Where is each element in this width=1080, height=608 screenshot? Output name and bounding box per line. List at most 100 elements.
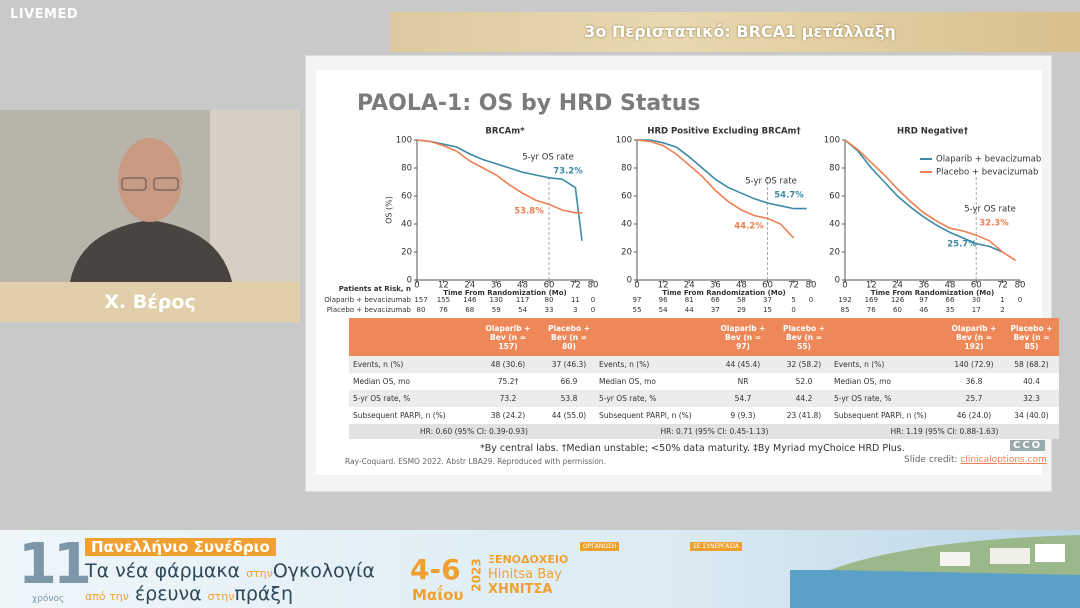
at-risk-count: 15 [763, 306, 772, 314]
x-tick-label: 72 [570, 281, 581, 291]
annotation: 44.2% [734, 222, 764, 232]
x-tick-label: 12 [658, 281, 669, 291]
slogan: από την [85, 590, 129, 603]
x-tick-label: 60 [971, 281, 982, 291]
x-tick-label: 48 [517, 281, 528, 291]
at-risk-count: 35 [946, 306, 955, 314]
chart-title: HRD Negative† [897, 127, 968, 137]
x-tick-label: 72 [788, 281, 799, 291]
x-tick-label: 36 [918, 281, 929, 291]
at-risk-count: 55 [633, 306, 642, 314]
at-risk-count: 146 [463, 296, 477, 304]
header-cell [349, 318, 477, 356]
at-risk-count: 46 [919, 306, 928, 314]
edition: 11 [18, 532, 92, 597]
app-logo: LIVEMED [10, 7, 79, 22]
table-cell: 44.2 [795, 394, 813, 403]
x-tick-label: 80 [588, 281, 599, 291]
x-tick-label: 60 [544, 281, 555, 291]
results-table: Olaparib + Bev (n = 157) Placebo + Bev (n… [349, 318, 599, 439]
y-tick-label: 60 [401, 192, 412, 202]
at-risk-count: 58 [737, 296, 746, 304]
table-cell: 73.2 [499, 394, 517, 403]
legend-label: Placebo + bevacizumab [936, 168, 1038, 178]
survival-curve [637, 139, 807, 210]
glasses [153, 177, 179, 191]
table-cell: Subsequent PARPi, n (%) [834, 411, 927, 420]
table-cell: 58 (68.2) [1014, 360, 1049, 369]
slogan: στην [246, 567, 273, 580]
table-row: Events, n (%) 140 (72.9) 58 (68.2) [830, 356, 1059, 373]
y-tick-label: 40 [401, 220, 412, 230]
table-row: 5-yr OS rate, % 54.7 44.2 [595, 390, 834, 407]
header-row: Olaparib + Bev (n = 192) Placebo + Bev (n… [830, 318, 1059, 356]
dates: 4-6 [410, 553, 461, 586]
building [940, 552, 970, 566]
at-risk-count: 96 [659, 296, 668, 304]
header-cell [830, 318, 944, 356]
x-axis-label: Time From Randomization (Mo) [662, 289, 786, 297]
x-axis-label: Time From Randomization (Mo) [443, 289, 567, 297]
y-tick-label: 80 [621, 164, 632, 174]
y-tick-label: 40 [621, 220, 632, 230]
table-row: Subsequent PARPi, n (%) 38 (24.2) 44 (55.0… [349, 407, 599, 424]
at-risk-count: 66 [946, 296, 955, 304]
at-risk-count: 11 [571, 296, 580, 304]
at-risk-count: 2 [1000, 306, 1004, 314]
y-tick-label: 100 [396, 136, 412, 146]
at-risk-count: 117 [516, 296, 529, 304]
credit-link[interactable]: clinicaloptions.com [960, 455, 1047, 465]
x-tick-label: 36 [710, 281, 721, 291]
x-tick-label: 24 [684, 281, 695, 291]
table-cell: Median OS, mo [834, 377, 891, 386]
x-tick-label: 24 [892, 281, 903, 291]
at-risk-count: 60 [893, 306, 902, 314]
table-row: Subsequent PARPi, n (%) 46 (24.0) 34 (40.0… [830, 407, 1059, 424]
table-cell: 5-yr OS rate, % [834, 394, 892, 403]
at-risk-count: 17 [972, 306, 981, 314]
results-table: Olaparib + Bev (n = 192) Placebo + Bev (n… [830, 318, 1059, 439]
y-tick-label: 100 [824, 136, 840, 146]
shirt [70, 220, 232, 282]
at-risk-count: 76 [867, 306, 876, 314]
y-tick-label: 20 [829, 248, 840, 258]
slide-content [316, 70, 1042, 475]
x-tick-label: 0 [414, 281, 419, 291]
at-risk-count: 59 [492, 306, 501, 314]
hr-cell: HR: 1.19 (95% CI: 0.88-1.63) [890, 427, 999, 436]
annotation: 5-yr OS rate [964, 205, 1016, 215]
header-row: Olaparib + Bev (n = 97) Placebo + Bev (n … [595, 318, 834, 356]
sea [790, 570, 1080, 608]
at-risk-count: 66 [711, 296, 720, 304]
y-tick-label: 0 [835, 276, 840, 286]
annotation: 73.2% [553, 167, 583, 177]
survival-curve [844, 139, 1003, 253]
at-risk-count: 97 [633, 296, 642, 304]
at-risk-count: 80 [417, 306, 426, 314]
x-tick-label: 80 [1015, 281, 1026, 291]
at-risk-count: 80 [545, 296, 554, 304]
footnote: *By central labs. †Median unstable; <50%… [480, 443, 905, 454]
table-cell: Median OS, mo [353, 377, 410, 386]
slogan-line-1: Τα νέα φάρμακα στηνΟγκολογία [85, 560, 375, 582]
at-risk-count: 81 [685, 296, 694, 304]
speaker-name: Χ. Βέρος [0, 282, 300, 322]
header-cell: Placebo + Bev (n = 85) [1004, 318, 1059, 356]
slogan: στην [207, 590, 235, 603]
survival-curve [416, 139, 583, 241]
table-cell: 140 (72.9) [954, 360, 994, 369]
at-risk-count: 0 [591, 306, 595, 314]
table-cell: 5-yr OS rate, % [353, 394, 411, 403]
table-row: Median OS, mo 36.8 40.4 [830, 373, 1059, 390]
table-cell: 40.4 [1023, 377, 1040, 386]
survival-curve [844, 139, 1017, 262]
edition-suffix: ος [67, 542, 78, 552]
slogan: Ογκολογία [272, 560, 375, 582]
table-row: Subsequent PARPi, n (%) 9 (9.3) 23 (41.8) [595, 407, 834, 424]
table-cell: 54.7 [734, 394, 752, 403]
venue: Hinitsa Bay [488, 567, 562, 582]
header-cell: Placebo + Bev (n = 55) [774, 318, 834, 356]
y-tick-label: 40 [829, 220, 840, 230]
y-tick-label: 60 [621, 192, 632, 202]
